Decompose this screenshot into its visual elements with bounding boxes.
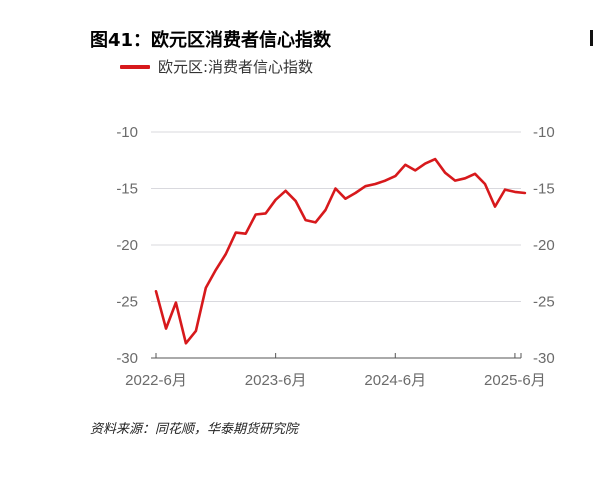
y-tick-label-right: -10 bbox=[533, 124, 555, 141]
x-tick-label: 2022-6月 bbox=[125, 372, 187, 389]
series-line bbox=[154, 157, 527, 345]
y-tick-label-right: -15 bbox=[533, 181, 555, 198]
legend: 欧元区:消费者信心指数 bbox=[120, 56, 313, 77]
x-tick-label: 2025-6月 bbox=[484, 372, 546, 389]
legend-label: 欧元区:消费者信心指数 bbox=[158, 58, 314, 76]
x-tick-label: 2023-6月 bbox=[245, 372, 307, 389]
chart-title: 图41：欧元区消费者信心指数 bbox=[90, 30, 332, 51]
legend-swatch bbox=[120, 64, 150, 69]
y-tick-label-left: -30 bbox=[116, 350, 138, 367]
y-tick-label-left: -25 bbox=[116, 294, 138, 311]
edge-mark bbox=[590, 30, 593, 46]
y-tick-label-left: -10 bbox=[116, 124, 138, 141]
x-tick-label: 2024-6月 bbox=[364, 372, 426, 389]
y-tick-label-left: -20 bbox=[116, 237, 138, 254]
y-tick-label-left: -15 bbox=[116, 181, 138, 198]
y-tick-label-right: -30 bbox=[533, 350, 555, 367]
y-tick-label-right: -25 bbox=[533, 294, 555, 311]
source-note: 资料来源：同花顺，华泰期货研究院 bbox=[90, 422, 299, 437]
y-tick-label-right: -20 bbox=[533, 237, 555, 254]
